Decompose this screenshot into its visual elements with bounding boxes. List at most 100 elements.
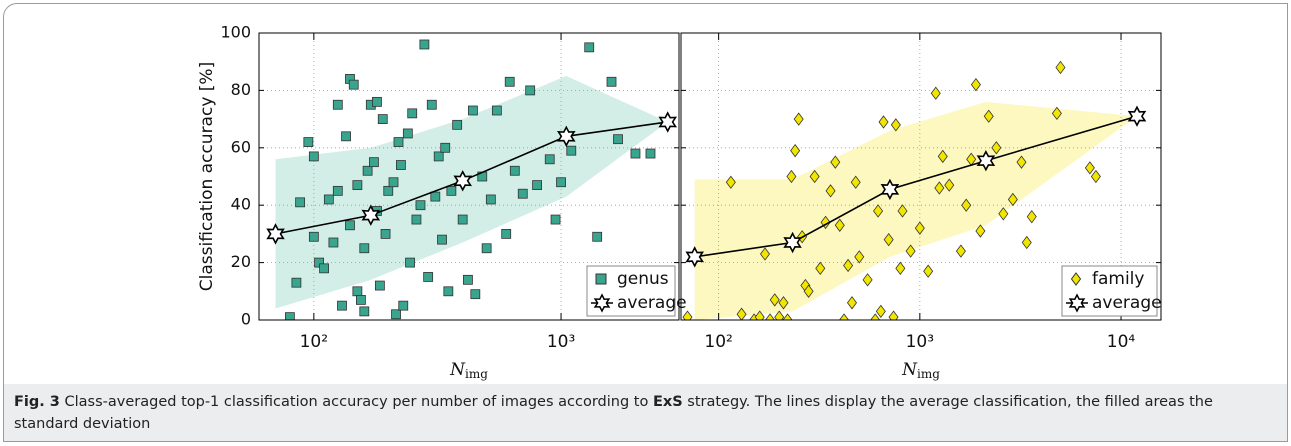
legend-label: average — [1092, 293, 1162, 313]
average-marker — [783, 231, 802, 254]
x-tick-label: 10² — [704, 332, 732, 352]
point — [443, 286, 454, 297]
point — [736, 307, 747, 320]
point — [1084, 161, 1095, 175]
point — [509, 165, 520, 176]
point — [682, 310, 693, 320]
average-marker — [266, 223, 285, 245]
point — [345, 220, 355, 231]
point — [895, 261, 906, 276]
point — [878, 115, 889, 129]
x-label-sub: img — [465, 367, 488, 381]
point — [314, 257, 324, 268]
point — [377, 114, 388, 124]
point — [890, 118, 901, 132]
point — [790, 144, 801, 158]
x-axis-label: Nimg — [901, 360, 940, 381]
point — [854, 250, 865, 264]
point — [359, 306, 370, 317]
point — [870, 313, 881, 320]
point — [883, 232, 894, 247]
point — [937, 149, 948, 164]
point — [905, 244, 916, 258]
point — [303, 137, 314, 147]
point — [446, 185, 457, 196]
point — [630, 148, 641, 159]
point — [897, 204, 908, 218]
y-axis-label: Classification accuracy [%] — [197, 62, 217, 291]
point — [613, 134, 623, 145]
point — [793, 112, 804, 126]
average-marker — [658, 111, 678, 133]
point — [308, 151, 319, 162]
average-marker — [453, 170, 473, 192]
point — [875, 304, 886, 319]
point — [934, 181, 945, 195]
average-marker — [1127, 105, 1147, 127]
point — [323, 194, 334, 205]
point — [1021, 235, 1032, 250]
point — [308, 231, 319, 242]
point — [556, 177, 566, 188]
point — [504, 76, 515, 87]
point — [419, 39, 430, 50]
point — [491, 105, 502, 116]
point — [834, 218, 845, 232]
point — [544, 154, 555, 165]
point — [815, 261, 826, 276]
point — [961, 198, 972, 212]
point — [782, 313, 793, 320]
y-tick-label: 80 — [231, 80, 251, 99]
x-tick-label: 10³ — [547, 332, 575, 352]
y-tick-label: 20 — [231, 252, 251, 271]
point — [786, 169, 797, 184]
point — [501, 228, 512, 239]
point — [362, 165, 373, 176]
point — [393, 137, 404, 147]
point — [398, 300, 409, 311]
point — [328, 237, 339, 248]
point — [584, 42, 595, 53]
point — [774, 310, 785, 320]
point — [332, 99, 343, 110]
point — [769, 293, 780, 307]
point — [430, 191, 441, 202]
point — [955, 244, 966, 258]
average-marker — [557, 125, 576, 148]
point — [983, 109, 994, 123]
point — [440, 142, 451, 153]
point — [352, 180, 363, 191]
y-tick-label: 60 — [231, 137, 251, 156]
point — [295, 197, 306, 208]
point — [517, 188, 528, 199]
point — [481, 243, 492, 254]
point — [525, 85, 536, 96]
point — [391, 309, 401, 320]
legend-label: family — [1092, 269, 1144, 289]
point — [452, 119, 463, 130]
point — [332, 185, 343, 196]
y-tick-label: 40 — [231, 195, 251, 214]
point — [348, 79, 359, 90]
caption: Fig. 3 Class-averaged top-1 classificati… — [4, 384, 1287, 441]
legend-marker — [595, 273, 607, 285]
point — [839, 313, 850, 320]
point — [341, 131, 351, 142]
point — [359, 243, 370, 254]
point — [463, 274, 473, 285]
point — [809, 169, 820, 184]
point — [407, 108, 418, 119]
point — [1055, 60, 1066, 75]
point — [1007, 192, 1018, 207]
point — [914, 221, 925, 235]
point — [396, 160, 406, 170]
point — [846, 296, 857, 310]
point — [380, 228, 391, 239]
point — [888, 310, 899, 320]
point — [1090, 169, 1101, 184]
point — [352, 286, 363, 297]
point — [1051, 106, 1062, 121]
point — [337, 300, 347, 311]
point — [355, 295, 366, 305]
x-tick-label: 10² — [300, 332, 328, 352]
